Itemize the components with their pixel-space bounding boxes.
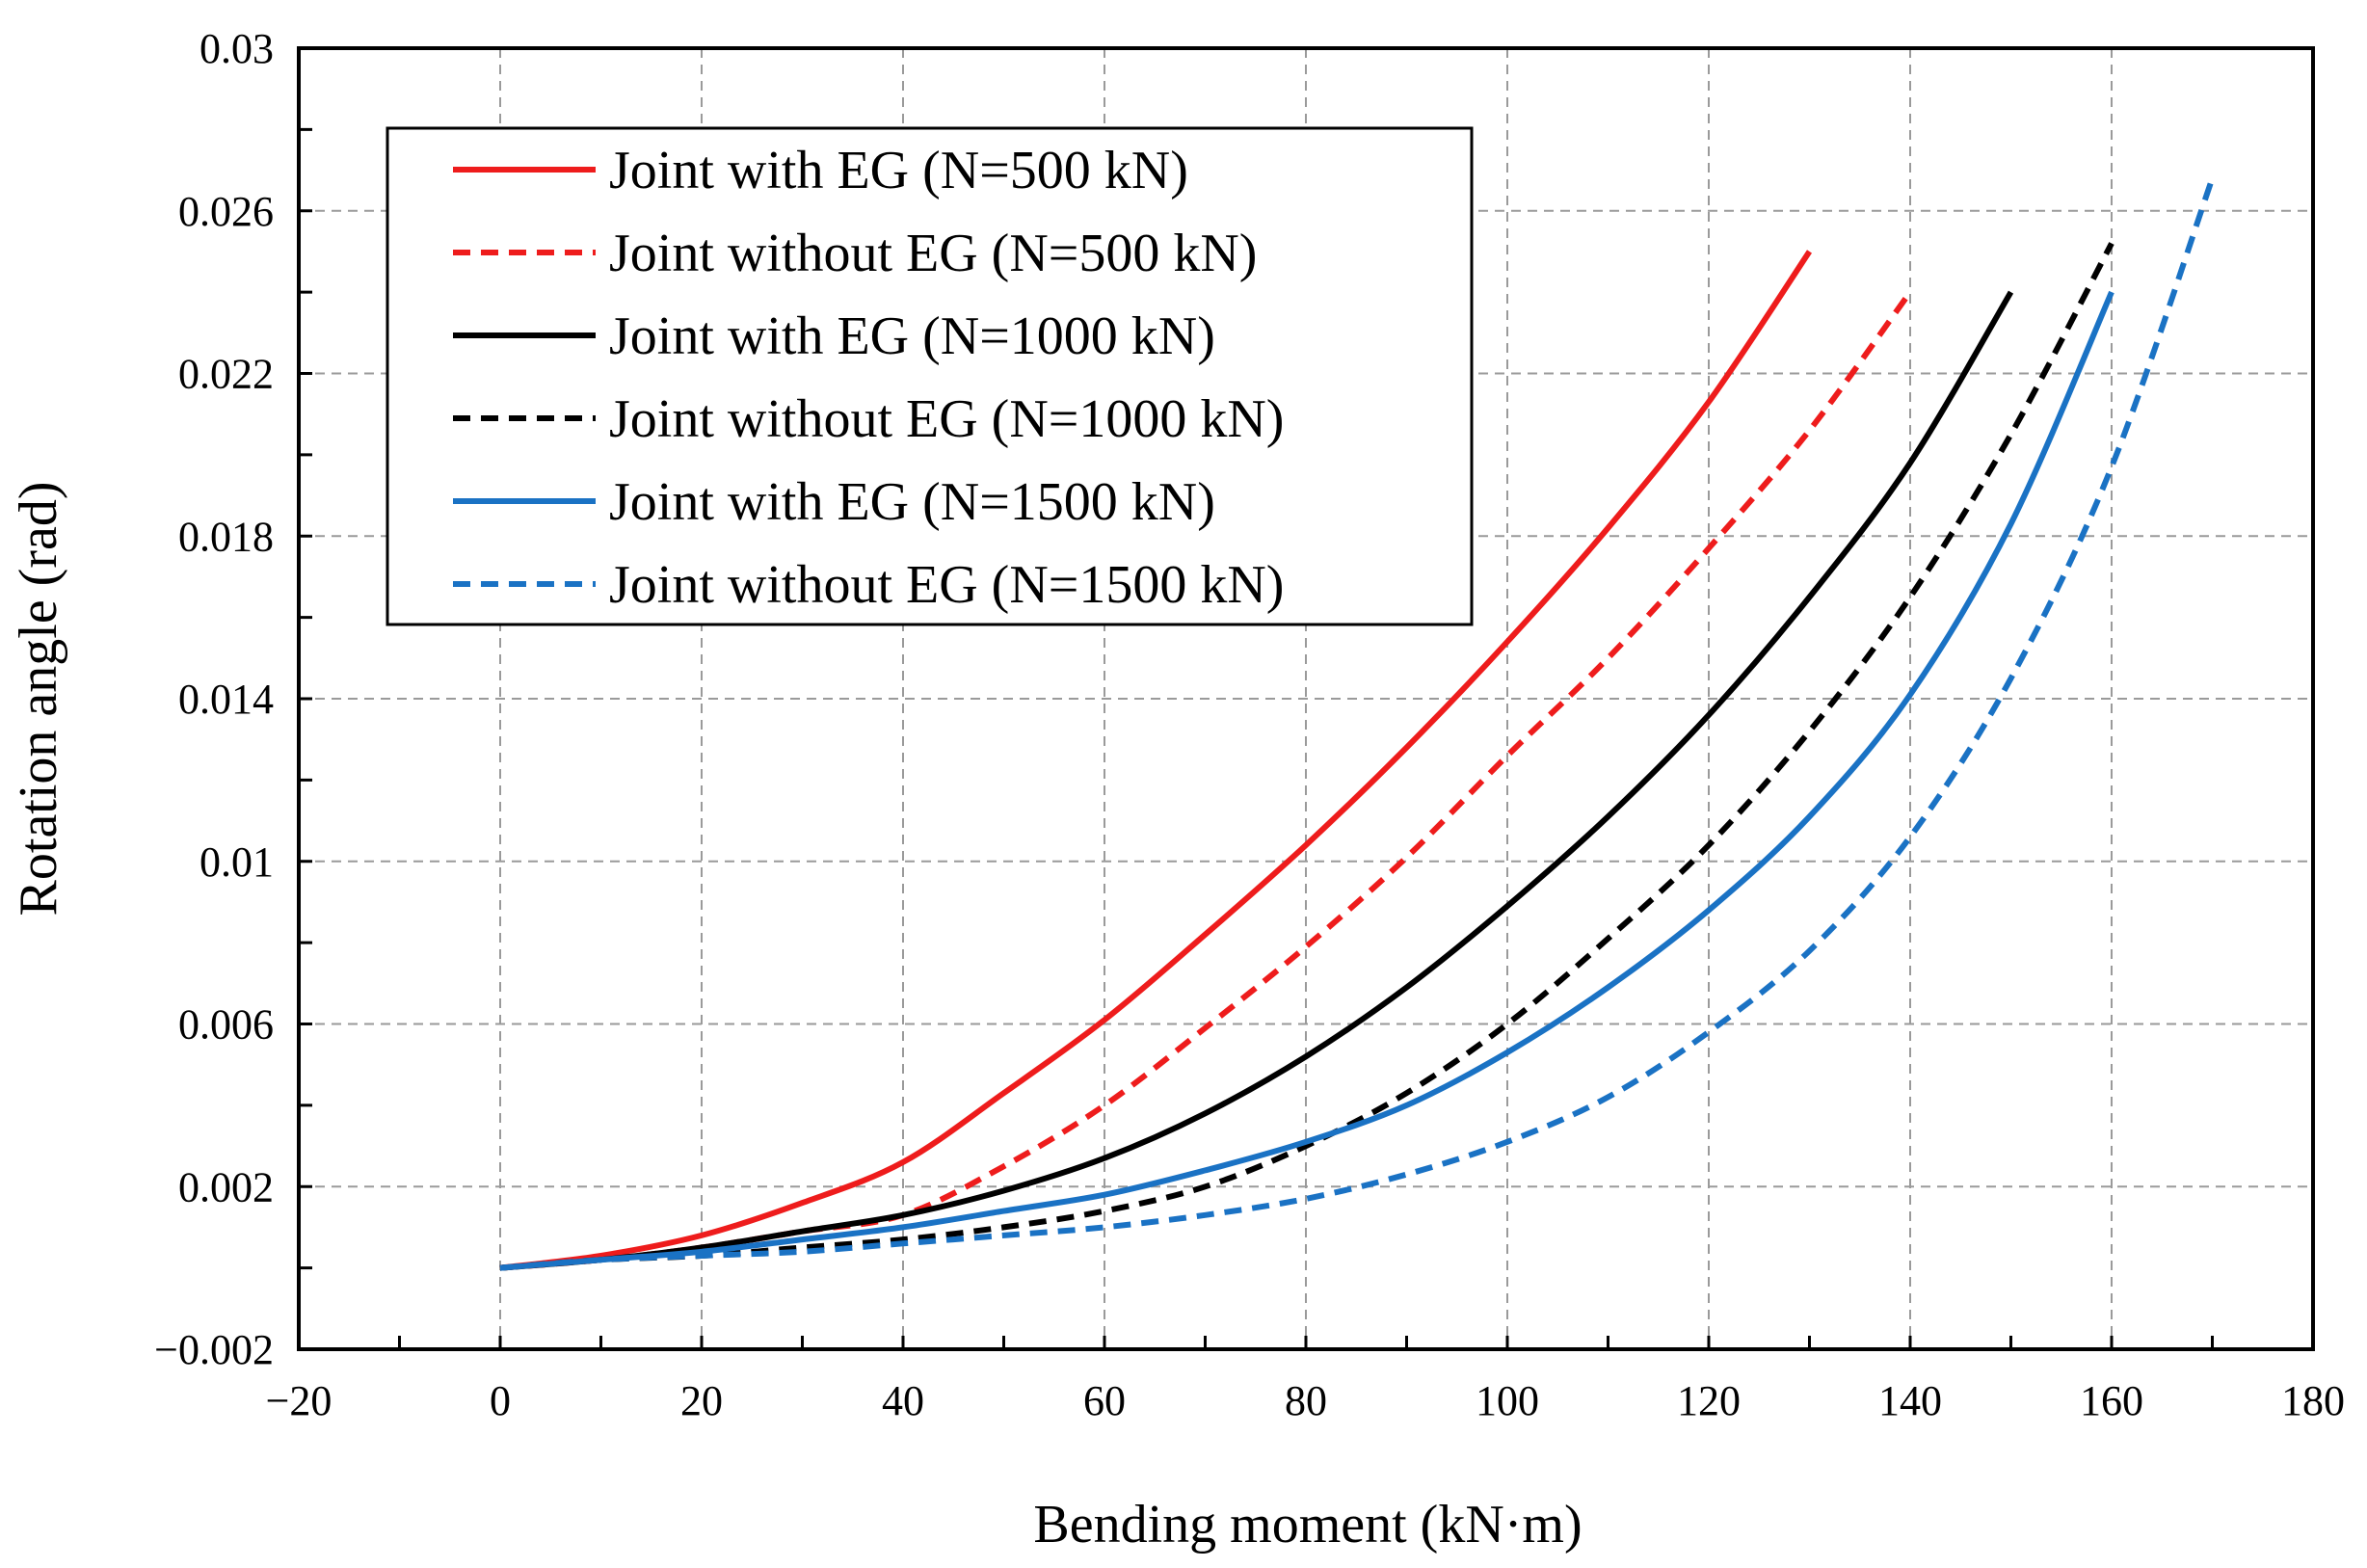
legend-label: Joint with EG (N=1500 kN) <box>609 472 1215 532</box>
y-tick-label: 0.026 <box>178 188 274 235</box>
y-tick-label: 0.002 <box>178 1163 274 1210</box>
y-tick-label: 0.022 <box>178 351 274 398</box>
x-tick-label: 160 <box>2080 1377 2143 1424</box>
tick-marks <box>297 46 2315 1351</box>
y-tick-label: −0.002 <box>154 1326 274 1373</box>
x-tick-labels: −20 0 20 40 60 80 100 120 140 160 180 <box>266 1377 2345 1424</box>
y-tick-label: 0.03 <box>199 25 274 72</box>
y-tick-label: 0.006 <box>178 1001 274 1049</box>
x-tick-label: 60 <box>1083 1377 1126 1424</box>
x-tick-label: 140 <box>1878 1377 1942 1424</box>
x-tick-label: 100 <box>1476 1377 1539 1424</box>
x-tick-label: 0 <box>490 1377 511 1424</box>
legend-label: Joint without EG (N=1500 kN) <box>609 555 1284 615</box>
y-tick-label: 0.018 <box>178 513 274 560</box>
y-tick-labels: −0.002 0.002 0.006 0.01 0.014 0.018 0.022 0.026… <box>154 25 274 1373</box>
x-tick-label: 180 <box>2281 1377 2345 1424</box>
legend-label: Joint without EG (N=1000 kN) <box>609 389 1284 449</box>
series-line <box>499 177 2216 1271</box>
series-line <box>499 242 2114 1271</box>
x-axis-title: Bending moment (kN·m) <box>1033 1495 1582 1555</box>
y-tick-label: 0.01 <box>199 838 274 886</box>
x-tick-label: 120 <box>1677 1377 1741 1424</box>
x-tick-label: 80 <box>1285 1377 1327 1424</box>
x-tick-label: 40 <box>882 1377 924 1424</box>
series-lines <box>499 177 2216 1271</box>
legend-label: Joint without EG (N=500 kN) <box>609 224 1257 283</box>
x-tick-label: 20 <box>680 1377 723 1424</box>
series-line <box>499 290 2114 1271</box>
x-tick-label: −20 <box>266 1377 332 1424</box>
legend-label: Joint with EG (N=500 kN) <box>609 141 1188 200</box>
legend-label: Joint with EG (N=1000 kN) <box>609 306 1215 366</box>
y-tick-label: 0.014 <box>178 676 274 723</box>
y-axis-title: Rotation angle (rad) <box>9 482 68 917</box>
legend-box <box>386 126 1474 626</box>
series-line <box>499 250 1812 1271</box>
legend: Joint with EG (N=500 kN) Joint without EG… <box>386 126 1474 626</box>
series-line <box>499 290 2014 1271</box>
